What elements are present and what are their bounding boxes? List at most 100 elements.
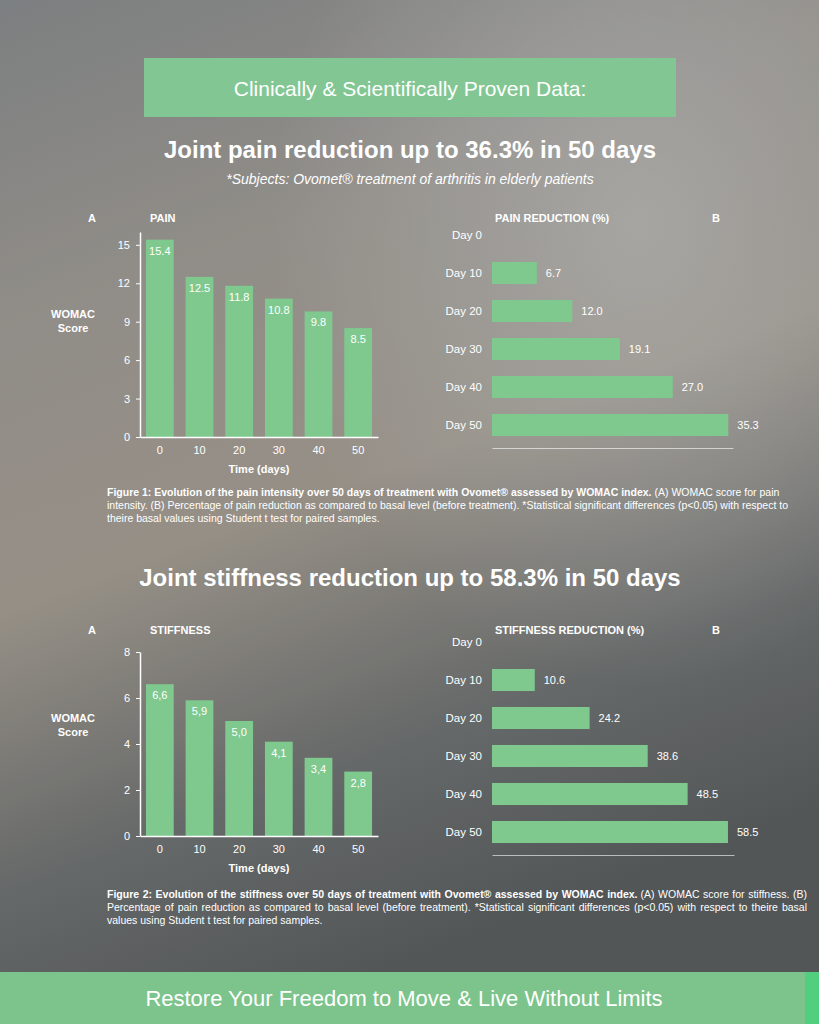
bar	[492, 300, 572, 322]
chart: Day 0Day 10Day 20Day 30Day 40Day 506.712…	[446, 212, 759, 449]
y-axis: 03691215	[118, 233, 141, 444]
tick-label: 50	[352, 444, 364, 456]
bar	[492, 707, 590, 729]
x-tick: 50	[352, 444, 364, 456]
x-tick: 30	[273, 444, 285, 456]
y-tick: 0	[124, 830, 140, 842]
data-label: 2,8	[351, 777, 366, 789]
x-axis: 01020304050	[141, 438, 379, 456]
tick-label: Day 10	[446, 267, 482, 279]
tick-label: 50	[352, 843, 364, 855]
tick-label: 30	[273, 843, 285, 855]
x-axis-title: Time (days)	[229, 463, 290, 475]
background-shade	[0, 0, 819, 1024]
y-tick: Day 0	[452, 636, 482, 648]
tick-label: Day 30	[446, 750, 482, 762]
axis-line	[141, 437, 379, 439]
bar	[492, 376, 673, 398]
x-tick: 10	[193, 843, 205, 855]
data-label: 12.5	[189, 282, 210, 294]
tick-mark	[136, 245, 140, 246]
chart-title: PAIN	[150, 212, 176, 224]
x-tick: 40	[312, 843, 324, 855]
data-label: 10.8	[268, 304, 289, 316]
bar	[265, 742, 293, 836]
x-axis	[493, 448, 734, 449]
chart-title: STIFFNESS REDUCTION (%)	[495, 624, 644, 636]
y-tick: Day 0	[452, 229, 482, 241]
chart: 02468010203040506,65,95,04,13,42,8Time (…	[51, 624, 379, 874]
bar	[186, 700, 214, 836]
footer-strip	[805, 972, 819, 1024]
tick-label: 10	[193, 444, 205, 456]
tick-label: 9	[124, 316, 130, 328]
chart-title: PAIN REDUCTION (%)	[495, 212, 609, 224]
tick-mark	[136, 360, 140, 361]
tick-label: Day 10	[446, 674, 482, 686]
bars	[492, 262, 728, 436]
y-tick: 3	[124, 393, 140, 405]
data-label: 35.3	[737, 419, 758, 431]
x-tick: 0	[157, 843, 163, 855]
data-label: 27.0	[682, 381, 703, 393]
panel-label: B	[712, 624, 720, 636]
tick-label: Day 40	[446, 788, 482, 800]
y-tick: Day 30	[446, 343, 482, 355]
x-tick: 30	[273, 843, 285, 855]
tick-label: Day 0	[452, 229, 482, 241]
data-label: 6,6	[152, 689, 167, 701]
tick-label: 4	[124, 738, 130, 750]
x-axis	[493, 855, 735, 856]
tick-label: 12	[118, 277, 130, 289]
footer-text: Restore Your Freedom to Move & Live With…	[145, 986, 662, 1011]
axis-line	[140, 233, 142, 438]
tick-label: 2	[124, 784, 130, 796]
data-label: 3,4	[311, 763, 326, 775]
bar	[492, 745, 648, 767]
tick-label: Day 50	[446, 826, 482, 838]
tick-label: 6	[124, 692, 130, 704]
y-tick: Day 20	[446, 305, 482, 317]
bar	[344, 772, 372, 836]
axis-line	[493, 855, 735, 856]
tick-label: 0	[157, 843, 163, 855]
bar	[492, 669, 535, 691]
data-label: 38.6	[657, 750, 678, 762]
panel-label: A	[88, 212, 96, 224]
tick-label: 6	[124, 354, 130, 366]
y-tick: Day 20	[446, 712, 482, 724]
tick-label: Day 50	[446, 419, 482, 431]
y-tick: Day 10	[446, 674, 482, 686]
tick-mark	[136, 698, 140, 699]
data-label: 19.1	[629, 343, 650, 355]
bar	[186, 277, 214, 437]
tick-mark	[136, 283, 140, 284]
background	[0, 0, 819, 1024]
data-label: 9.8	[311, 316, 326, 328]
tick-label: 0	[124, 830, 130, 842]
caption: Figure 2: Evolution of the stiffness ove…	[107, 888, 807, 927]
y-tick: Day 10	[446, 267, 482, 279]
x-tick: 20	[233, 843, 245, 855]
tick-label: 0	[157, 444, 163, 456]
axis-line	[493, 448, 734, 449]
bars	[492, 669, 728, 843]
data-label: 8.5	[351, 333, 366, 345]
y-tick: 6	[124, 692, 140, 704]
background-glow	[0, 0, 819, 1024]
bars	[146, 240, 372, 437]
axis-line	[141, 836, 379, 838]
x-tick: 40	[312, 444, 324, 456]
y-axis-title: WOMACScore	[51, 308, 95, 334]
tick-label: 8	[124, 646, 130, 658]
bar	[225, 286, 253, 437]
y-axis-title: WOMACScore	[51, 712, 95, 738]
data-label: 5,9	[192, 705, 207, 717]
x-tick: 10	[193, 444, 205, 456]
bar	[305, 311, 333, 437]
data-label: 6.7	[546, 267, 561, 279]
tick-label: Day 0	[452, 636, 482, 648]
tick-label: 40	[312, 444, 324, 456]
y-tick: 4	[124, 738, 140, 750]
tick-mark	[136, 652, 140, 653]
